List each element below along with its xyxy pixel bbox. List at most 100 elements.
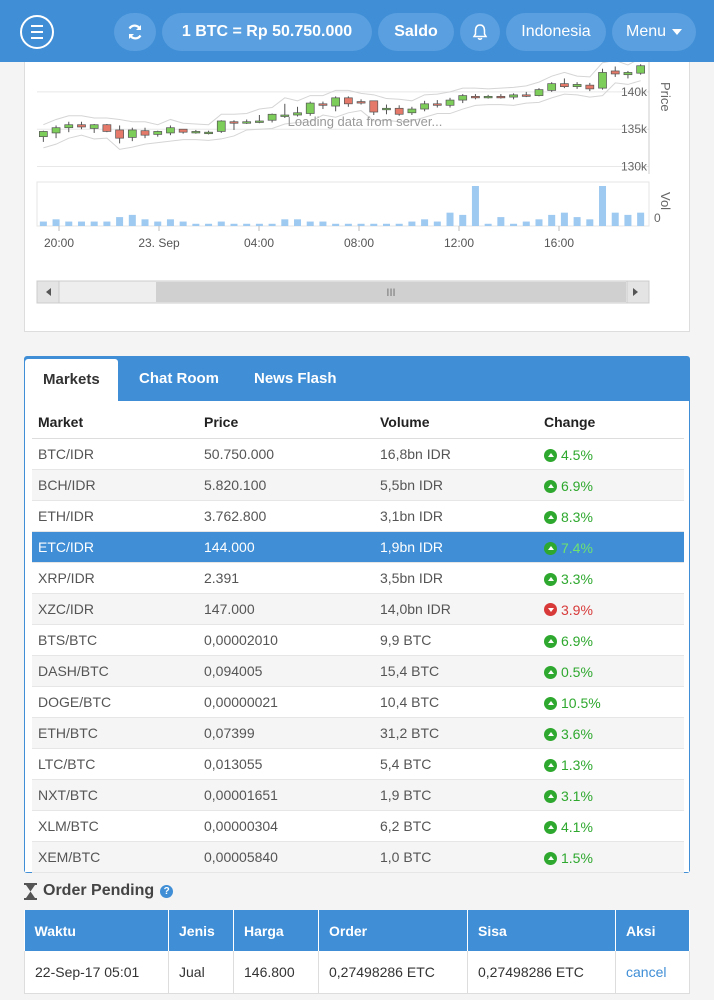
col-aksi: Aksi [615,910,690,951]
order-waktu: 22-Sep-17 05:01 [24,951,169,994]
volume-bar [357,223,365,226]
change-value: 3.9% [561,601,593,618]
market-volume: 1,9bn IDR [374,531,538,563]
arrow-up-circle-icon [544,541,557,555]
btc-rate-display: 1 BTC = Rp 50.750.000 [162,13,372,51]
candle [471,94,480,100]
candle [509,93,518,100]
chart-scrollbar[interactable]: III [36,280,650,304]
volume-bar [281,219,289,226]
market-volume: 1,9 BTC [374,779,538,811]
market-row[interactable]: XEM/BTC 0,00005840 1,0 BTC 1.5% [32,841,684,873]
market-change: 6.9% [538,469,684,501]
arrow-up-circle-icon [544,572,557,586]
order-jenis: Jual [168,951,234,994]
col-order: Order [318,910,468,951]
scroll-thumb[interactable] [156,282,626,302]
notifications-button[interactable] [460,13,500,51]
market-row[interactable]: NXT/BTC 0,00001651 1,9 BTC 3.1% [32,779,684,811]
volume-bar [408,221,416,226]
market-change: 1.5% [538,841,684,873]
change-value: 3.1% [561,788,593,805]
candle [496,94,506,99]
volume-axis-label: Vol [658,192,673,210]
candle [216,120,226,133]
change-value: 6.9% [561,633,593,650]
scroll-grip: III [386,287,395,299]
volume-bar [255,223,263,226]
arrow-up-circle-icon [544,665,557,679]
candlestick-chart[interactable]: Loading data from server... 140k 135k 130k… [25,62,691,332]
lower-band-line [43,80,641,150]
market-row[interactable]: DOGE/BTC 0,00000021 10,4 BTC 10.5% [32,686,684,718]
market-row[interactable]: BCH/IDR 5.820.100 5,5bn IDR 6.9% [32,469,684,501]
arrow-up-circle-icon [544,696,557,710]
arrow-up-circle-icon [544,727,557,741]
market-price: 0,00000021 [198,686,374,718]
change-value: 3.6% [561,726,593,743]
market-row[interactable]: BTC/IDR 50.750.000 16,8bn IDR 4.5% [32,438,684,470]
arrow-up-circle-icon [544,789,557,803]
market-row[interactable]: XLM/BTC 0,00000304 6,2 BTC 4.1% [32,810,684,842]
market-volume: 6,2 BTC [374,810,538,842]
refresh-button[interactable] [114,13,156,51]
candle [242,119,252,124]
tab-markets[interactable]: Markets [25,359,118,402]
volume-bar [192,223,200,226]
candle [610,66,620,77]
saldo-button[interactable]: Saldo [378,13,454,51]
price-tick-label: 140k [621,85,648,99]
candle [153,130,163,137]
market-pair: ETH/BTC [32,717,198,749]
market-volume: 5,4 BTC [374,748,538,780]
tab-news-flash[interactable]: News Flash [254,370,337,387]
market-pair: XRP/IDR [32,562,198,594]
market-pair: DOGE/BTC [32,686,198,718]
market-row[interactable]: ETC/IDR 144.000 1,9bn IDR 7.4% [32,531,684,563]
candle [534,88,544,97]
market-row[interactable]: XRP/IDR 2.391 3,5bn IDR 3.3% [32,562,684,594]
market-price: 3.762.800 [198,500,374,532]
market-change: 3.6% [538,717,684,749]
change-value: 3.3% [561,571,593,588]
market-row[interactable]: ETH/IDR 3.762.800 3,1bn IDR 8.3% [32,500,684,532]
language-selector[interactable]: Indonesia [506,13,606,51]
market-row[interactable]: DASH/BTC 0,094005 15,4 BTC 0.5% [32,655,684,687]
market-row[interactable]: BTS/BTC 0,00002010 9,9 BTC 6.9% [32,624,684,656]
candle [51,125,61,139]
market-price: 147.000 [198,593,374,625]
hamburger-menu-button[interactable] [20,15,54,49]
candle [344,96,353,107]
candle [166,125,175,136]
menu-dropdown-button[interactable]: Menu [612,13,696,51]
market-price: 0,00001651 [198,779,374,811]
tab-chat-room[interactable]: Chat Room [139,370,219,387]
cancel-order-link[interactable]: cancel [626,963,667,980]
time-tick-label: 23. Sep [138,236,180,250]
candle [127,127,137,142]
market-change: 3.1% [538,779,684,811]
candle [293,106,302,117]
volume-bar [332,223,340,226]
candle [598,68,607,90]
candle [178,128,188,134]
market-row[interactable]: ETH/BTC 0,07399 31,2 BTC 3.6% [32,717,684,749]
market-price: 0,00005840 [198,841,374,873]
market-volume: 14,0bn IDR [374,593,538,625]
market-pair: LTC/BTC [32,748,198,780]
top-bar: 1 BTC = Rp 50.750.000 Saldo Indonesia Me… [0,0,714,62]
time-tick-label: 16:00 [544,236,574,250]
volume-bar [65,221,73,226]
candle [420,100,429,112]
market-row[interactable]: LTC/BTC 0,013055 5,4 BTC 1.3% [32,748,684,780]
help-icon[interactable]: ? [160,884,174,898]
volume-bar [166,219,174,226]
market-price: 0,00002010 [198,624,374,656]
arrow-down-circle-icon [544,603,557,617]
volume-bar [52,219,60,226]
order-pending-title: Order Pending ? [24,882,174,900]
candle [483,94,493,99]
volume-bar [560,212,568,226]
market-row[interactable]: XZC/IDR 147.000 14,0bn IDR 3.9% [32,593,684,625]
market-change: 10.5% [538,686,684,718]
